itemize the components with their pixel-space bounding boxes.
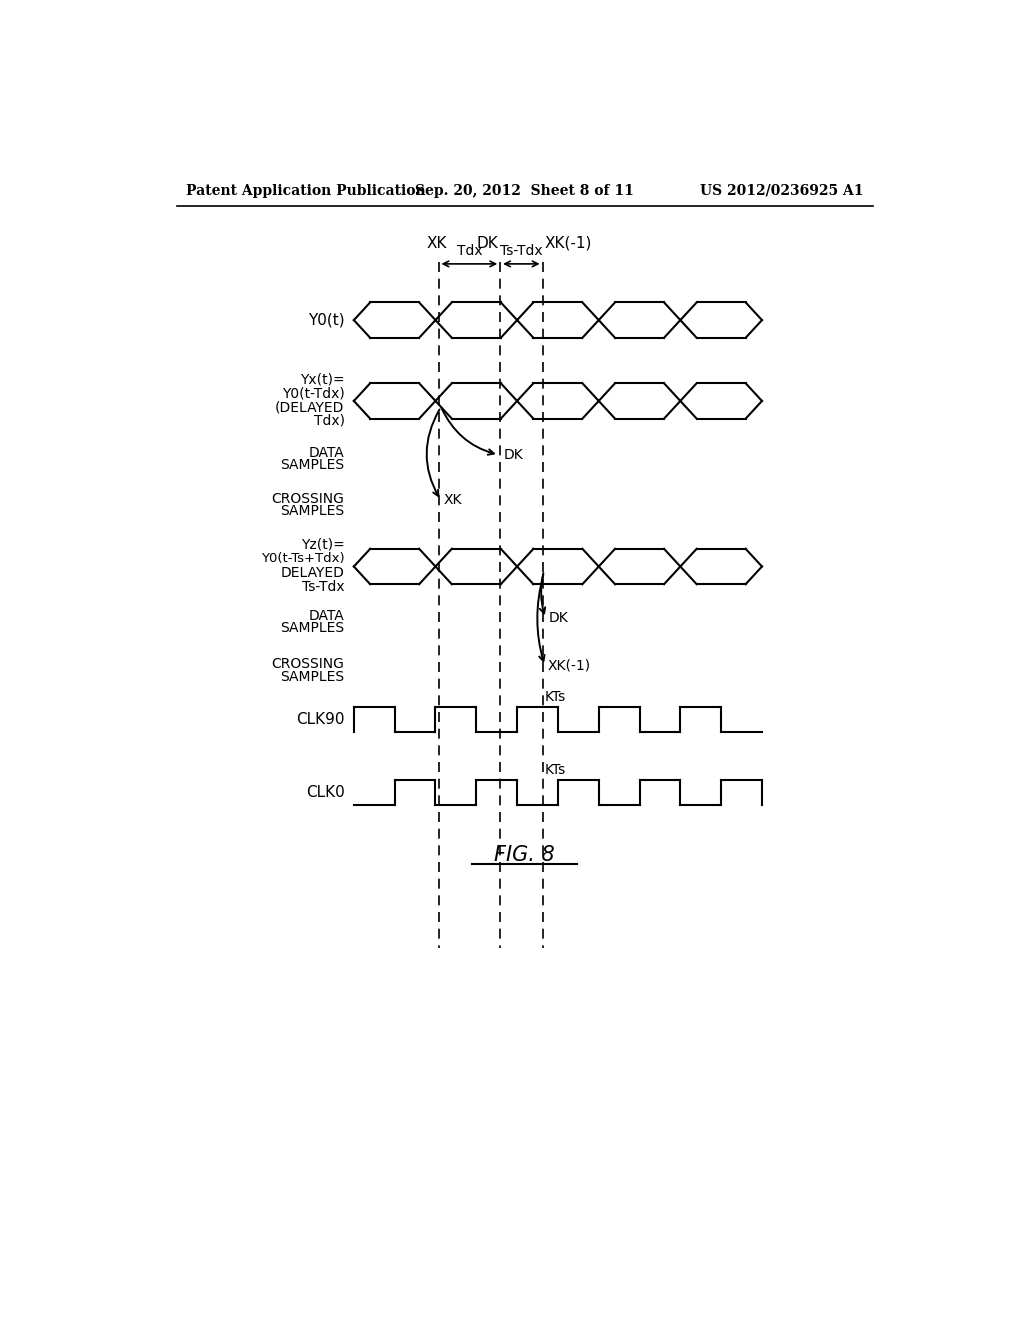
Text: XK: XK [427,236,447,251]
Text: FIG. 8: FIG. 8 [495,845,555,865]
Text: Tdx): Tdx) [313,414,345,428]
Text: DK: DK [503,447,523,462]
Text: XK(-1): XK(-1) [547,659,590,673]
Text: CLK90: CLK90 [296,713,345,727]
Text: SAMPLES: SAMPLES [281,622,345,635]
Text: SAMPLES: SAMPLES [281,458,345,471]
Text: US 2012/0236925 A1: US 2012/0236925 A1 [700,183,863,198]
Text: Yz(t)=: Yz(t)= [301,539,345,552]
Text: Yx(t)=: Yx(t)= [300,372,345,387]
Text: Y0(t): Y0(t) [308,313,345,327]
Text: DK: DK [549,611,568,626]
Text: DATA: DATA [309,609,345,623]
Text: DK: DK [476,236,498,251]
Text: Ts-Tdx: Ts-Tdx [302,579,345,594]
Text: (DELAYED: (DELAYED [275,400,345,414]
Text: DELAYED: DELAYED [281,566,345,579]
Text: Sep. 20, 2012  Sheet 8 of 11: Sep. 20, 2012 Sheet 8 of 11 [416,183,634,198]
Text: CROSSING: CROSSING [271,492,345,506]
Text: XK: XK [443,494,462,507]
Text: XK(-1): XK(-1) [545,236,592,251]
Text: Patent Application Publication: Patent Application Publication [186,183,426,198]
Text: KTs: KTs [545,763,566,777]
Text: CLK0: CLK0 [306,785,345,800]
Text: SAMPLES: SAMPLES [281,504,345,517]
Text: CROSSING: CROSSING [271,657,345,672]
Text: Y0(t-Tdx): Y0(t-Tdx) [282,387,345,400]
Text: Tdx: Tdx [457,244,482,257]
Text: Ts-Tdx: Ts-Tdx [500,244,543,257]
Text: KTs: KTs [545,690,566,705]
Text: Y0(t-Ts+Tdx): Y0(t-Ts+Tdx) [261,552,345,565]
Text: SAMPLES: SAMPLES [281,669,345,684]
Text: DATA: DATA [309,446,345,459]
